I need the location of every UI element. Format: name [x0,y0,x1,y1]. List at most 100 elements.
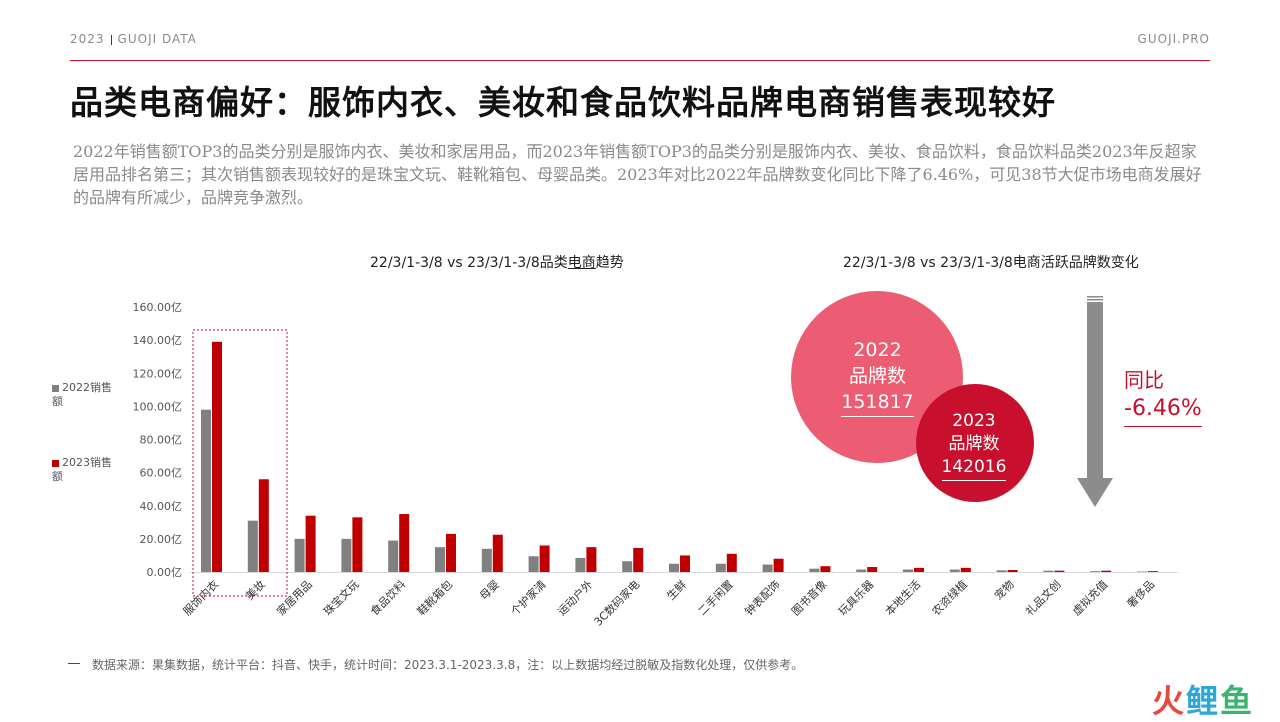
footer-note: 数据来源：果集数据，统计平台：抖音、快手，统计时间：2023.3.1-2023.… [92,658,804,672]
bar-2023 [960,567,971,572]
circle-2022 [791,291,963,463]
bar-2022 [388,540,399,572]
down-arrow-icon [1077,478,1113,507]
circle-2022-year: 2022 [853,339,902,361]
right-chart-title: 22/3/1-3/8 vs 23/3/1-3/8电商活跃品牌数变化 [843,255,1139,271]
bar-2022 [294,538,305,572]
bar-2022 [622,561,633,572]
x-tick-label: 虚拟充值 [1069,577,1110,618]
bar-2022 [1043,570,1054,572]
legend-item-2022: 2022销售额 [52,381,122,409]
legend-label-2022: 2022销售额 [52,381,112,408]
bar-2022 [996,570,1007,572]
bar-2023 [867,567,878,572]
logo-part2: 鲤 [1185,682,1220,720]
bar-2023 [446,533,456,572]
x-tick-label: 图书音像 [789,577,830,618]
bar-2023 [258,479,269,572]
bar-2023 [914,567,924,572]
left-chart-title: 22/3/1-3/8 vs 23/3/1-3/8品类电商趋势 [370,252,624,272]
bar-2022 [201,409,211,572]
bar-2023 [1007,570,1018,572]
bar-2022 [528,556,539,572]
x-tick-label: 奢侈品 [1124,577,1157,610]
x-tick-label: 家居用品 [274,577,315,618]
circle-2023-text: 2023 品牌数 142016 [918,410,1030,481]
circle-2023-label: 品牌数 [948,434,1000,454]
header-separator [110,34,112,45]
x-tick-label: 二手闲置 [695,577,736,618]
bar-2023 [820,566,831,572]
legend-swatch-2023 [52,459,59,467]
logo-part3: 鱼 [1219,682,1254,720]
bar-2023 [539,545,550,572]
circle-2023-year: 2023 [952,411,996,431]
bar-2022 [669,563,679,572]
page-description: 2022年销售额TOP3的品类分别是服饰内衣、美妆和家居用品，而2023年销售额… [73,142,1202,207]
y-tick-label: 140.00亿 [133,334,183,347]
y-axis: 0.00亿 20.00亿 40.00亿 60.00亿 80.00亿 100.00亿 120.… [133,301,183,579]
y-tick-label: 20.00亿 [140,533,183,546]
x-tick-label: 钟表配饰 [742,577,783,618]
y-tick-label: 40.00亿 [140,500,183,513]
left-chart-title-part3: 趋势 [595,255,624,271]
header-year: 2023 [70,32,105,46]
bar-2023 [1101,570,1112,572]
bar-2022 [809,568,820,572]
x-tick-label: 食品饮料 [367,577,408,618]
footer-dash [68,663,80,664]
bar-2023 [726,553,737,572]
bar-2023 [633,547,644,572]
arrow-shaft [1087,302,1103,478]
x-tick-label: 宠物 [991,577,1016,602]
circle-2022-value: 151817 [841,389,914,417]
x-tick-label: 生鲜 [664,577,689,602]
bar-2022 [1090,571,1101,572]
logo: 火鲤鱼 [1152,676,1254,722]
bar-2023 [586,547,597,572]
yoy-block: 同比 -6.46% [1124,366,1202,427]
y-tick-label: 80.00亿 [140,434,183,447]
x-tick-label: 母婴 [477,578,502,603]
bar-2022 [903,569,913,572]
bar-2023 [492,534,503,572]
x-tick-label: 农资绿植 [929,577,970,618]
x-tick-label: 玩具乐器 [836,578,876,618]
arrow-cap-line-1 [1087,296,1103,298]
legend-label-2023: 2023销售额 [52,456,112,483]
header-left: 2023 GUOJI DATA [70,32,197,46]
bar-2023 [305,515,316,572]
logo-part1: 火 [1151,682,1186,720]
y-tick-label: 0.00亿 [147,566,183,579]
arrow-cap-line-2 [1087,299,1103,301]
left-chart-title-underlined: 电商 [567,255,596,271]
x-tick-label: 美妆 [243,578,268,603]
bars-group [201,341,1158,573]
bar-2023 [1054,570,1065,572]
yoy-label: 同比 [1124,368,1164,392]
bar-2023 [399,514,410,572]
y-tick-label: 100.00亿 [133,400,183,413]
x-tick-label: 珠宝文玩 [321,577,362,618]
bar-2022 [247,520,258,572]
x-tick-label: 服饰内衣 [180,577,221,618]
circle-2022-text: 2022 品牌数 151817 [795,337,960,417]
bar-2022 [762,564,773,572]
bar-2023 [1148,571,1158,572]
y-tick-label: 160.00亿 [133,301,183,314]
bar-2022 [856,569,867,572]
legend-swatch-2022 [52,384,59,392]
bar-2022 [1137,571,1147,573]
bar-2022 [949,569,960,572]
bar-2023 [352,517,363,572]
header-site: GUOJI.PRO [1137,32,1210,46]
header-brand: GUOJI DATA [117,32,197,46]
bar-2023 [773,558,784,572]
x-tick-label: 3C数码家电 [591,577,642,628]
y-tick-label: 120.00亿 [133,367,183,380]
x-tick-label: 鞋靴箱包 [414,577,455,618]
x-tick-label: 礼品文创 [1023,577,1064,618]
bar-2022 [715,563,726,572]
